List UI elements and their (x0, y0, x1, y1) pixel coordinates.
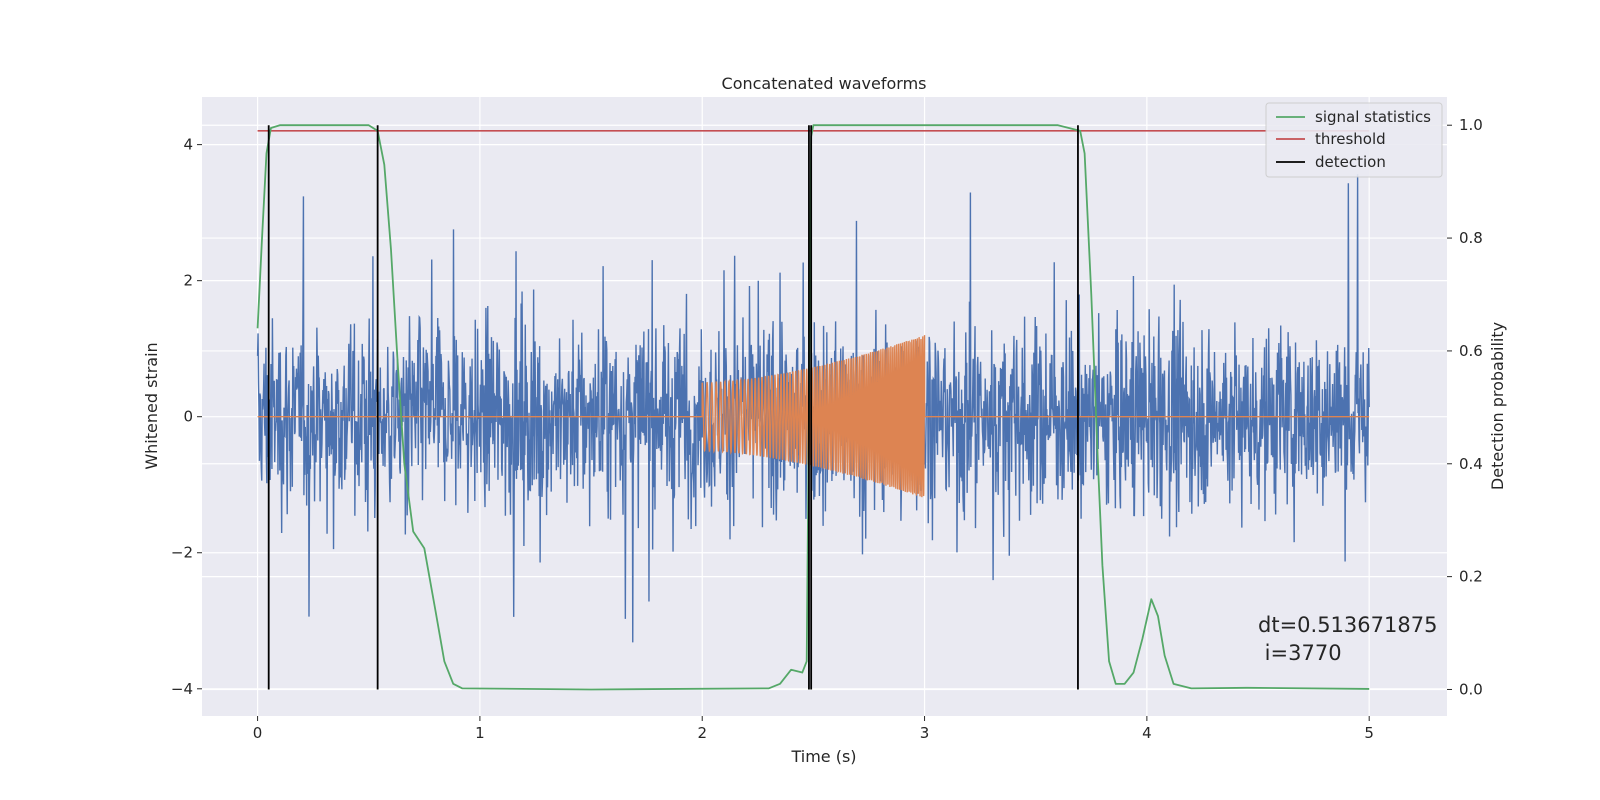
legend-label-signal-statistics: signal statistics (1315, 108, 1431, 126)
y2-tick-label: 0.2 (1459, 568, 1483, 586)
y-tick-label: 4 (183, 136, 193, 154)
legend-label-threshold: threshold (1315, 130, 1386, 148)
y2-tick-label: 0.8 (1459, 229, 1483, 247)
y-tick-label: −4 (171, 680, 193, 698)
x-tick-label: 3 (920, 724, 930, 742)
y2-tick-label: 0.4 (1459, 455, 1483, 473)
ticks: 0 1 2 3 4 5 −4 −2 0 2 4 0.0 0.2 0.4 0.6 0.8 1.0 (171, 116, 1483, 742)
legend: signal statistics threshold detection (1265, 102, 1443, 178)
y-axis-label: Whitened strain (142, 342, 161, 469)
annotation-dt: dt=0.513671875 (1258, 613, 1437, 637)
series-whitened-strain (256, 174, 1370, 643)
strain-line (256, 174, 1370, 643)
y2-tick-label: 1.0 (1459, 116, 1483, 134)
chirp-line (257, 335, 1370, 498)
y2-tick-label: 0.6 (1459, 342, 1483, 360)
annotation-index: i=3770 (1258, 641, 1342, 665)
x-tick-label: 2 (697, 724, 707, 742)
y-tick-label: 2 (183, 272, 193, 290)
y-tick-label: −2 (171, 544, 193, 562)
x-tick-label: 0 (253, 724, 263, 742)
y2-axis-label: Detection probability (1488, 322, 1507, 490)
x-tick-label: 5 (1364, 724, 1374, 742)
x-axis-label: Time (s) (790, 747, 856, 766)
series-signal-statistics (256, 124, 1370, 691)
y2-tick-label: 0.0 (1459, 680, 1483, 698)
series-injected-waveform (257, 335, 1370, 498)
x-tick-label: 1 (475, 724, 485, 742)
series-detection (267, 125, 1079, 690)
x-tick-label: 4 (1142, 724, 1152, 742)
signal-statistics-line (256, 124, 1370, 691)
chart-title: Concatenated waveforms (722, 74, 927, 93)
y-tick-label: 0 (183, 408, 193, 426)
legend-box (1265, 102, 1443, 178)
legend-label-detection: detection (1315, 153, 1386, 171)
